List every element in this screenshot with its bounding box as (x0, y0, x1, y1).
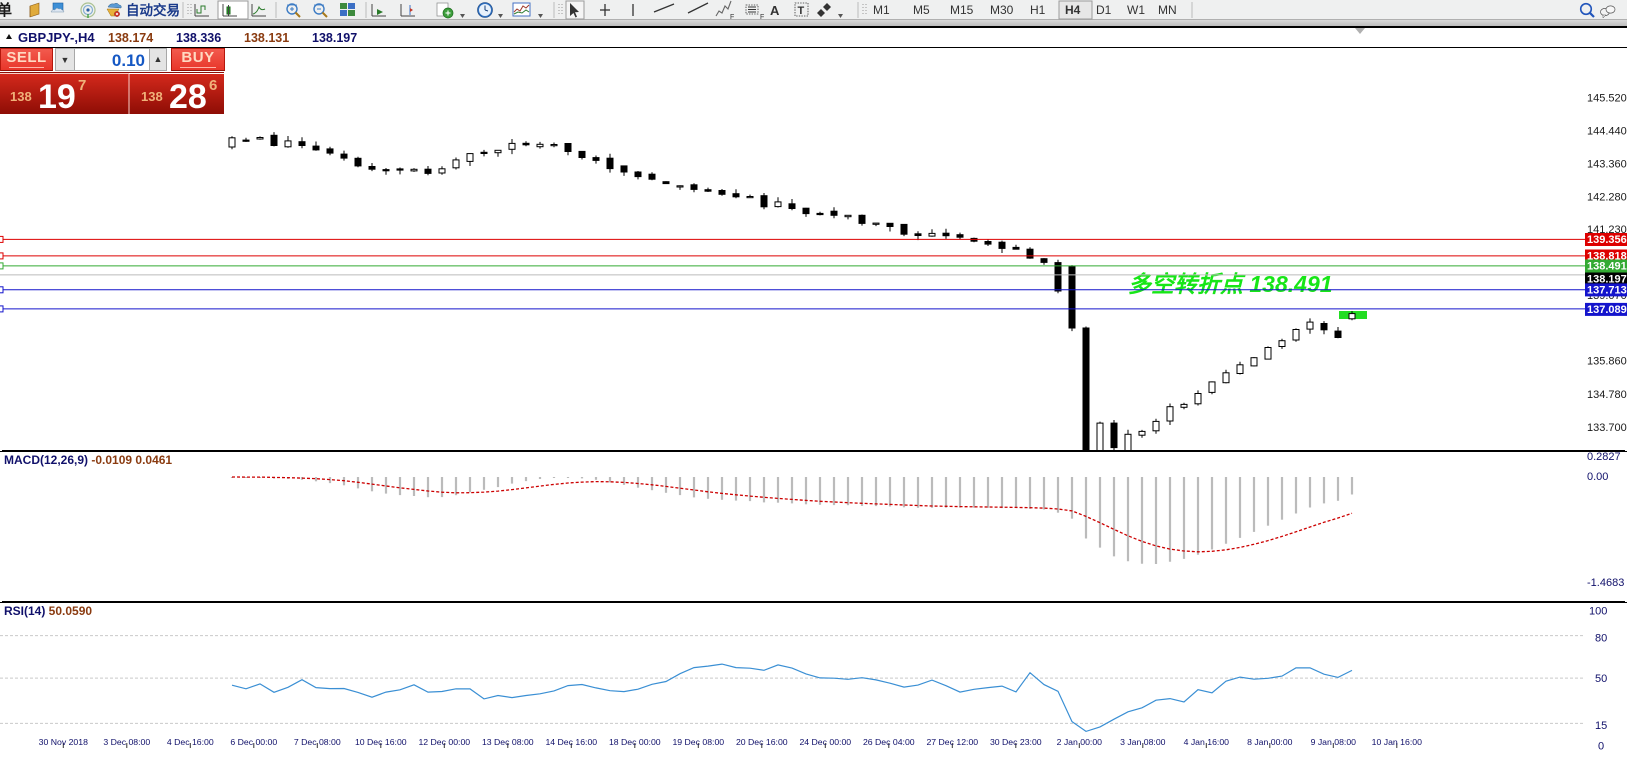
svg-text:10 Jan 16:00: 10 Jan 16:00 (1372, 737, 1422, 747)
svg-text:9 Jan 08:00: 9 Jan 08:00 (1311, 737, 1357, 747)
svg-text:27 Dec 12:00: 27 Dec 12:00 (926, 737, 978, 747)
svg-text:30 Nov 2018: 30 Nov 2018 (39, 737, 88, 747)
svg-text:20 Dec 16:00: 20 Dec 16:00 (736, 737, 788, 747)
svg-text:0.00: 0.00 (1587, 471, 1608, 483)
svg-text:2 Jan 00:00: 2 Jan 00:00 (1057, 737, 1103, 747)
svg-text:18 Dec 00:00: 18 Dec 00:00 (609, 737, 661, 747)
svg-text:12 Dec 00:00: 12 Dec 00:00 (418, 737, 470, 747)
svg-text:4 Jan 16:00: 4 Jan 16:00 (1184, 737, 1230, 747)
svg-text:3 Dec 08:00: 3 Dec 08:00 (103, 737, 150, 747)
svg-text:30 Dec 23:00: 30 Dec 23:00 (990, 737, 1042, 747)
svg-text:24 Dec 00:00: 24 Dec 00:00 (799, 737, 851, 747)
svg-text:-1.4683: -1.4683 (1587, 577, 1624, 589)
svg-text:4 Dec 16:00: 4 Dec 16:00 (167, 737, 214, 747)
svg-text:8 Jan 00:00: 8 Jan 00:00 (1247, 737, 1293, 747)
svg-text:0.2827: 0.2827 (1587, 451, 1621, 463)
svg-text:6 Dec 00:00: 6 Dec 00:00 (230, 737, 277, 747)
svg-text:19 Dec 08:00: 19 Dec 08:00 (672, 737, 724, 747)
svg-text:13 Dec 08:00: 13 Dec 08:00 (482, 737, 534, 747)
svg-text:3 Jan 08:00: 3 Jan 08:00 (1120, 737, 1166, 747)
svg-text:14 Dec 16:00: 14 Dec 16:00 (545, 737, 597, 747)
svg-text:26 Dec 04:00: 26 Dec 04:00 (863, 737, 915, 747)
svg-text:7 Dec 08:00: 7 Dec 08:00 (294, 737, 341, 747)
svg-text:10 Dec 16:00: 10 Dec 16:00 (355, 737, 407, 747)
